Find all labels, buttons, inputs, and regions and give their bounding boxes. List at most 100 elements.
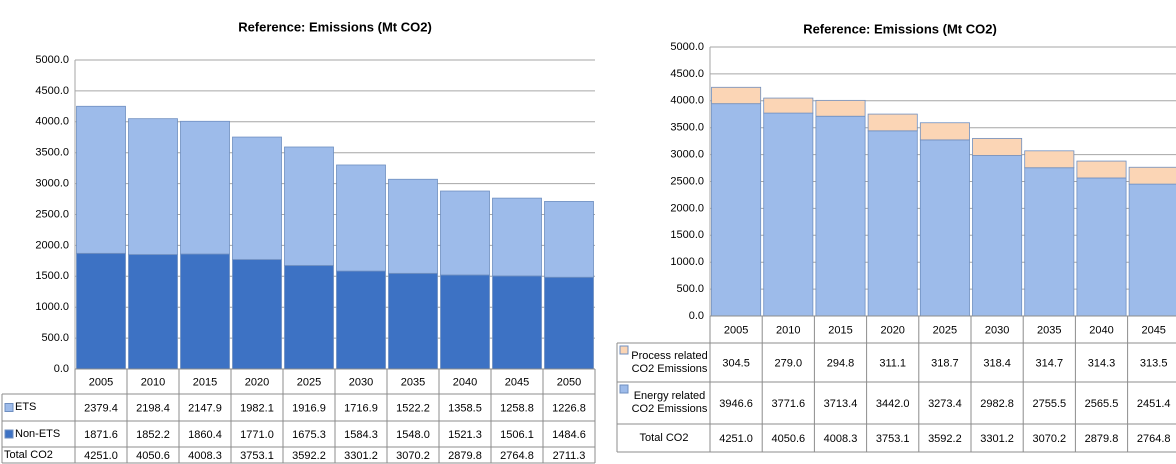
x-tick-label: 2020 <box>245 376 269 388</box>
bar-segment <box>1024 150 1075 169</box>
y-tick-label: 2500.0 <box>35 208 69 220</box>
data-label: 1675.3 <box>292 429 326 441</box>
bar-segment <box>711 86 762 105</box>
bar-segment <box>1024 167 1075 317</box>
data-label: 3771.6 <box>771 398 805 410</box>
row-label-box: Energy related CO2 Emissions <box>631 390 708 415</box>
y-tick-label: 5000.0 <box>35 54 69 66</box>
data-label: 2147.9 <box>188 402 222 414</box>
x-tick-label: 2040 <box>1089 324 1113 336</box>
row-label-box: Non-ETS <box>15 427 61 440</box>
bar-segment <box>867 130 918 317</box>
row-label-box: Total CO2 <box>639 431 689 444</box>
data-label: 2451.4 <box>1137 398 1171 410</box>
x-tick-label: 2050 <box>557 376 581 388</box>
data-label: 318.4 <box>983 357 1011 369</box>
row-label: Total CO2 <box>639 431 689 444</box>
y-tick-label: 3500.0 <box>35 147 69 159</box>
data-label: 2764.8 <box>500 450 534 462</box>
chart-title: Reference: Emissions (Mt CO2) <box>238 19 432 34</box>
data-label: 314.7 <box>1036 357 1064 369</box>
data-label: 2711.3 <box>553 450 586 462</box>
data-label: 2982.8 <box>980 398 1014 410</box>
bar-segment <box>1128 166 1176 185</box>
row-label: Energy related CO2 Emissions <box>631 390 708 415</box>
bar-segment <box>1076 177 1127 317</box>
data-label: 313.5 <box>1140 357 1168 369</box>
bar-segment <box>180 253 230 370</box>
row-label: Process related CO2 Emissions <box>631 349 708 375</box>
y-tick-label: 4000.0 <box>670 95 704 107</box>
data-label: 4251.0 <box>84 450 118 462</box>
y-tick-label: 4500.0 <box>35 85 69 97</box>
data-label: 1226.8 <box>552 402 586 414</box>
data-label: 1521.3 <box>448 429 482 441</box>
row-label: ETS <box>15 401 37 413</box>
data-label: 2755.5 <box>1032 398 1066 410</box>
y-tick-label: 2000.0 <box>670 202 704 214</box>
legend-swatch <box>4 403 14 412</box>
y-tick-label: 3000.0 <box>35 178 69 190</box>
data-label: 1916.9 <box>292 402 326 414</box>
data-label: 2379.4 <box>84 402 118 414</box>
data-label: 1852.2 <box>136 429 170 441</box>
data-label: 3301.2 <box>980 433 1014 445</box>
row-label-box: Process related CO2 Emissions <box>631 349 708 375</box>
y-tick-label: 1000.0 <box>35 301 69 313</box>
data-label: 3070.2 <box>1032 433 1066 445</box>
x-tick-label: 2035 <box>401 376 425 388</box>
bar-segment <box>763 97 814 114</box>
data-label: 1506.1 <box>500 429 534 441</box>
y-tick-label: 2500.0 <box>670 175 704 187</box>
data-label: 4008.3 <box>824 433 858 445</box>
data-label: 3301.2 <box>344 450 378 462</box>
data-label: 2879.8 <box>1085 433 1119 445</box>
y-tick-label: 4500.0 <box>670 68 704 80</box>
x-tick-label: 2030 <box>349 376 373 388</box>
y-tick-label: 5000.0 <box>670 41 704 53</box>
data-label: 279.0 <box>775 357 803 369</box>
data-label: 1584.3 <box>344 429 378 441</box>
y-tick-label: 3500.0 <box>670 122 704 134</box>
x-tick-label: 2010 <box>776 324 800 336</box>
data-label: 1771.0 <box>240 429 274 441</box>
bar-segment <box>815 99 866 117</box>
bar-segment <box>711 103 762 317</box>
x-tick-label: 2045 <box>505 376 529 388</box>
row-label-box: Total CO2 <box>4 449 53 461</box>
y-tick-label: 0.0 <box>689 310 704 322</box>
y-tick-label: 500.0 <box>676 283 704 295</box>
bar-segment <box>919 122 970 141</box>
data-label: 304.5 <box>722 357 750 369</box>
data-label: 2198.4 <box>136 402 170 414</box>
data-label: 1484.6 <box>552 429 586 441</box>
legend-swatch <box>619 384 629 394</box>
bar-segment <box>492 275 542 370</box>
y-tick-label: 4000.0 <box>35 116 69 128</box>
y-tick-label: 1000.0 <box>670 256 704 268</box>
data-label: 3070.2 <box>396 450 430 462</box>
data-label: 1982.1 <box>240 402 274 414</box>
bar-segment <box>492 197 542 277</box>
row-label: Non-ETS <box>15 427 61 440</box>
bar-segment <box>232 136 282 260</box>
bar-segment <box>232 259 282 370</box>
legend-swatch <box>4 429 14 439</box>
bar-segment <box>336 270 386 370</box>
data-label: 3753.1 <box>240 450 274 462</box>
data-label: 1871.6 <box>84 429 118 441</box>
bar-segment <box>867 113 918 132</box>
data-label: 294.8 <box>827 357 855 369</box>
y-tick-label: 0.0 <box>54 363 69 375</box>
bar-segment <box>128 118 178 255</box>
data-label: 311.1 <box>879 357 906 369</box>
x-tick-label: 2015 <box>193 376 217 388</box>
bar-segment <box>440 190 490 276</box>
bar-segment <box>284 265 334 370</box>
x-tick-label: 2020 <box>880 324 904 336</box>
bar-segment <box>544 276 594 370</box>
y-tick-label: 1500.0 <box>35 270 69 282</box>
bar-segment <box>336 164 386 272</box>
x-tick-label: 2025 <box>297 376 321 388</box>
